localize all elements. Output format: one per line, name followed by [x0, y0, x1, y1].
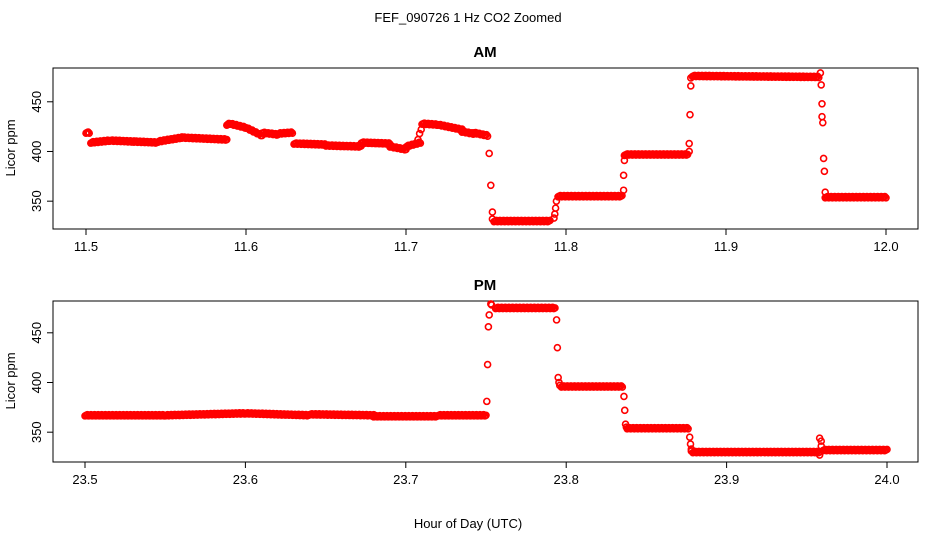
data-point	[817, 81, 826, 89]
data-point	[617, 382, 625, 390]
data-point	[882, 193, 890, 202]
data-point	[618, 383, 627, 391]
data-point	[620, 151, 629, 160]
data-point	[686, 74, 695, 82]
data-point	[553, 343, 562, 352]
y-tick-label-pm: 400	[29, 372, 44, 394]
x-tick-label-pm: 23.9	[714, 472, 739, 487]
data-point	[620, 392, 628, 401]
data-points-am	[82, 69, 890, 226]
x-ticks-am: 11.5 11.6 11.7 11.8 11.9 12.0	[74, 229, 899, 254]
x-tick-label-am: 11.6	[234, 239, 258, 254]
y-tick-label-pm: 350	[29, 421, 44, 443]
figure-title: FEF_090726 1 Hz CO2 Zoomed	[374, 10, 561, 25]
x-tick-label-am: 12.0	[873, 239, 898, 254]
x-tick-label-pm: 23.5	[72, 472, 97, 487]
plot-frame-pm	[52, 300, 919, 463]
data-point	[488, 215, 497, 223]
data-point	[483, 397, 491, 406]
data-points-pm	[81, 300, 891, 459]
x-tick-label-am: 11.7	[394, 239, 418, 254]
data-point	[817, 442, 826, 450]
data-point	[818, 99, 826, 108]
data-point	[622, 423, 631, 432]
data-point	[817, 437, 826, 445]
data-point	[881, 192, 889, 201]
y-ticks-am: 350 400 450	[29, 91, 53, 212]
x-axis-label: Hour of Day (UTC)	[414, 516, 522, 531]
panel-am: AM Licor ppm 11.5 11.6 11.7 11.8 11.9 12.0 35…	[3, 44, 919, 254]
y-tick-label-am: 450	[29, 91, 44, 113]
data-point	[485, 149, 494, 158]
data-point	[551, 304, 559, 312]
data-point	[685, 433, 694, 441]
data-point	[288, 129, 297, 137]
x-ticks-pm: 23.5 23.6 23.7 23.8 23.9 24.0	[72, 462, 900, 487]
panel-title-am: AM	[473, 44, 496, 61]
x-tick-label-am: 11.8	[554, 239, 578, 254]
data-point	[686, 440, 695, 448]
data-point	[415, 129, 424, 138]
data-point	[485, 311, 494, 319]
data-point	[487, 301, 496, 309]
y-tick-label-pm: 450	[29, 322, 44, 344]
data-point	[484, 323, 493, 331]
data-point	[819, 154, 828, 163]
x-tick-label-am: 11.5	[74, 239, 98, 254]
data-point	[685, 147, 694, 156]
data-point	[821, 188, 830, 197]
data-point	[84, 128, 92, 136]
y-tick-label-am: 350	[29, 190, 44, 212]
data-point	[85, 129, 93, 137]
data-point	[555, 381, 564, 390]
data-point	[483, 132, 492, 140]
data-point	[619, 186, 628, 195]
y-axis-label-am: Licor ppm	[3, 119, 18, 176]
data-point	[686, 110, 694, 119]
data-point	[552, 197, 561, 205]
data-point	[883, 445, 891, 454]
data-point	[486, 181, 495, 190]
x-tick-label-pm: 23.7	[393, 472, 418, 487]
x-tick-label-am: 11.9	[714, 239, 738, 254]
data-point	[550, 210, 559, 218]
data-point	[550, 214, 558, 222]
data-point	[287, 128, 296, 136]
data-point	[554, 373, 562, 382]
data-point	[223, 135, 231, 144]
plot-frame-am	[52, 67, 919, 230]
data-point	[686, 82, 695, 90]
data-point	[814, 73, 823, 82]
x-tick-label-pm: 24.0	[874, 472, 899, 487]
data-point	[482, 411, 490, 420]
y-axis-label-pm: Licor ppm	[3, 352, 18, 409]
data-point	[483, 360, 492, 369]
data-point	[417, 125, 426, 134]
data-point	[687, 447, 696, 455]
data-point	[684, 425, 692, 433]
data-point	[551, 204, 560, 212]
data-point	[685, 139, 694, 148]
data-point	[683, 423, 691, 432]
data-point	[820, 167, 829, 176]
data-point	[552, 316, 561, 324]
data-point	[816, 69, 825, 77]
data-point	[818, 112, 826, 121]
data-point	[619, 171, 628, 180]
panel-title-pm: PM	[474, 277, 497, 294]
data-point	[620, 406, 629, 415]
data-point	[488, 208, 497, 216]
y-ticks-pm: 350 400 450	[29, 322, 53, 443]
data-point	[815, 451, 824, 459]
data-point	[818, 118, 827, 127]
y-tick-label-am: 400	[29, 141, 44, 163]
x-tick-label-pm: 23.8	[554, 472, 579, 487]
data-point	[620, 156, 629, 165]
panel-pm: PM Licor ppm 23.5 23.6 23.7 23.8 23.9 24.0 35…	[3, 277, 919, 487]
data-point	[482, 130, 491, 139]
x-tick-label-pm: 23.6	[233, 472, 258, 487]
